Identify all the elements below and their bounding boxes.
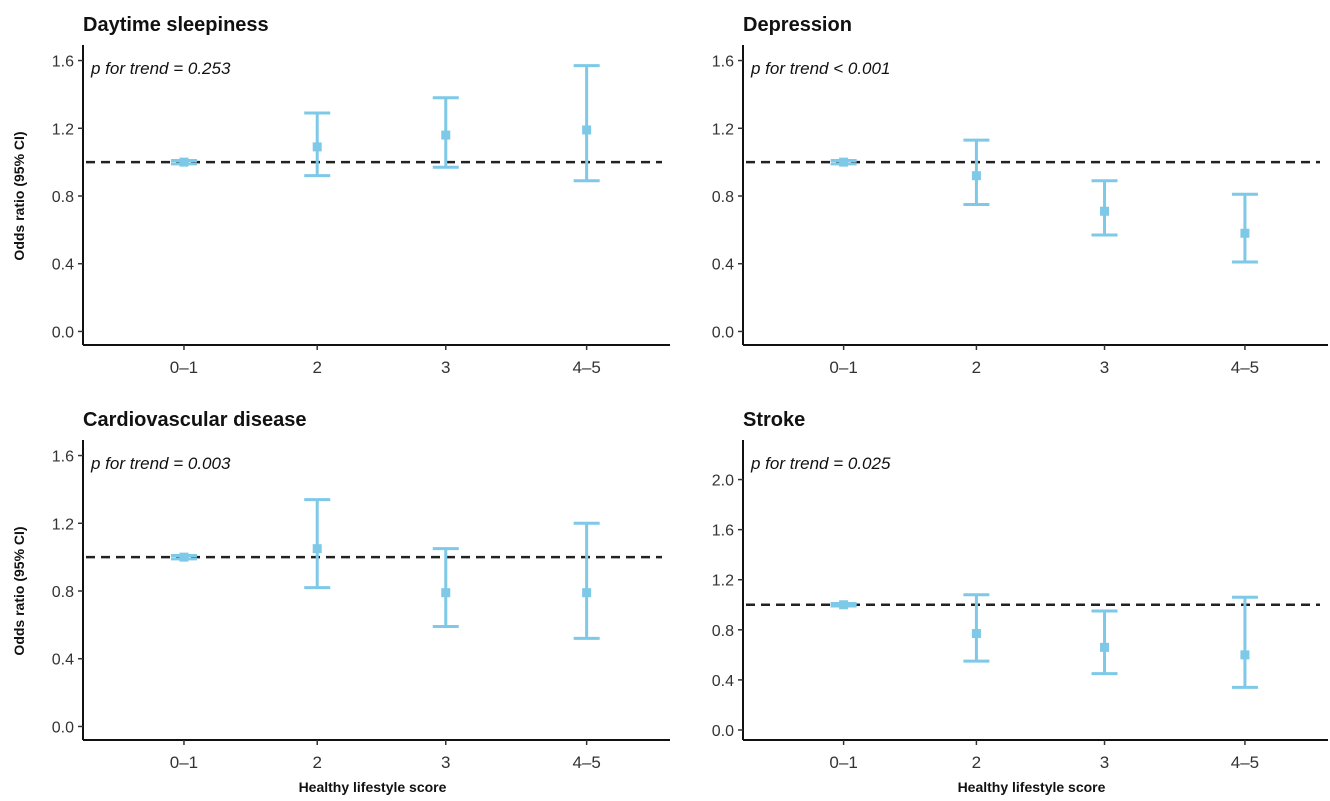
data-point — [179, 552, 189, 562]
error-bar — [573, 64, 600, 183]
x-tick-label: 0–1 — [170, 753, 198, 772]
error-bar — [963, 593, 990, 663]
panel-daytime-sleepiness: Daytime sleepiness 0.0 0.4 0.8 1.2 1.6 0–1 2 3 4–… — [11, 14, 670, 377]
data-point — [582, 125, 592, 135]
y-tick-label: 1.6 — [712, 523, 734, 540]
data-point — [312, 544, 322, 554]
x-tick-label: 3 — [441, 358, 450, 377]
y-tick-label: 1.2 — [712, 121, 734, 138]
chart-title: Daytime sleepiness — [83, 14, 269, 36]
x-tick-label: 3 — [441, 753, 450, 772]
y-tick-label: 1.6 — [52, 449, 74, 466]
data-point — [1240, 228, 1250, 238]
y-tick-label: 2.0 — [712, 473, 734, 490]
y-tick-label: 0.0 — [712, 324, 734, 341]
data-point — [971, 171, 981, 181]
y-tick-label: 1.2 — [52, 516, 74, 533]
chart-title: Depression — [743, 14, 852, 36]
y-tick-label: 0.4 — [712, 673, 734, 690]
data-point — [1100, 642, 1110, 652]
x-tick-label: 2 — [972, 753, 981, 772]
data-point — [179, 157, 189, 167]
x-tick-label: 4–5 — [1231, 753, 1259, 772]
x-tick-label: 0–1 — [829, 358, 857, 377]
x-axis-label: Healthy lifestyle score — [958, 779, 1106, 795]
p-trend-annotation: p for trend = 0.253 — [90, 59, 231, 78]
data-point — [1100, 206, 1110, 216]
x-tick-label: 3 — [1100, 358, 1109, 377]
p-trend-annotation: p for trend = 0.003 — [90, 454, 231, 473]
chart-title: Stroke — [743, 409, 805, 431]
x-tick-label: 0–1 — [829, 753, 857, 772]
error-bar — [432, 547, 459, 629]
panel-stroke: Stroke 0.0 0.4 0.8 1.2 1.6 2.0 0–1 2 3 4–5 p for tr… — [712, 409, 1328, 795]
x-tick-label: 4–5 — [572, 358, 600, 377]
y-tick-label: 0.8 — [52, 584, 74, 601]
x-tick-label: 2 — [312, 753, 321, 772]
y-tick-label: 0.0 — [52, 719, 74, 736]
data-point — [839, 157, 849, 167]
data-point — [441, 588, 451, 598]
x-axis-label: Healthy lifestyle score — [299, 779, 447, 795]
x-tick-label: 4–5 — [572, 753, 600, 772]
y-tick-label: 0.4 — [52, 257, 74, 274]
y-tick-label: 1.6 — [52, 54, 74, 71]
y-tick-label: 1.2 — [712, 573, 734, 590]
y-tick-label: 0.8 — [52, 189, 74, 206]
data-point — [582, 588, 592, 598]
data-point — [971, 629, 981, 639]
x-tick-label: 0–1 — [170, 358, 198, 377]
y-tick-label: 0.8 — [712, 189, 734, 206]
x-tick-label: 3 — [1100, 753, 1109, 772]
x-tick-label: 2 — [972, 358, 981, 377]
p-trend-annotation: p for trend < 0.001 — [750, 59, 890, 78]
error-bar — [304, 498, 331, 590]
y-tick-label: 0.0 — [52, 324, 74, 341]
data-point — [441, 130, 451, 140]
error-bar — [1231, 595, 1258, 689]
p-trend-annotation: p for trend = 0.025 — [750, 454, 891, 473]
y-tick-label: 0.4 — [712, 257, 734, 274]
y-tick-label: 1.6 — [712, 54, 734, 71]
data-point — [1240, 650, 1250, 660]
data-point — [312, 142, 322, 152]
chart-title: Cardiovascular disease — [83, 409, 306, 431]
data-point — [839, 600, 849, 610]
error-bar — [1091, 609, 1118, 676]
x-tick-label: 2 — [312, 358, 321, 377]
y-tick-label: 0.8 — [712, 623, 734, 640]
y-axis-label: Odds ratio (95% CI) — [11, 131, 27, 260]
x-tick-label: 4–5 — [1231, 358, 1259, 377]
error-bar — [573, 521, 600, 640]
panel-cardiovascular-disease: Cardiovascular disease 0.0 0.4 0.8 1.2 1.6 0–1… — [11, 409, 670, 795]
y-tick-label: 0.0 — [712, 723, 734, 740]
error-bar — [1231, 192, 1258, 264]
y-tick-label: 1.2 — [52, 121, 74, 138]
y-axis-label: Odds ratio (95% CI) — [11, 526, 27, 655]
y-tick-label: 0.4 — [52, 652, 74, 669]
panel-depression: Depression 0.0 0.4 0.8 1.2 1.6 0–1 2 3 4–5 p for t… — [712, 14, 1328, 377]
